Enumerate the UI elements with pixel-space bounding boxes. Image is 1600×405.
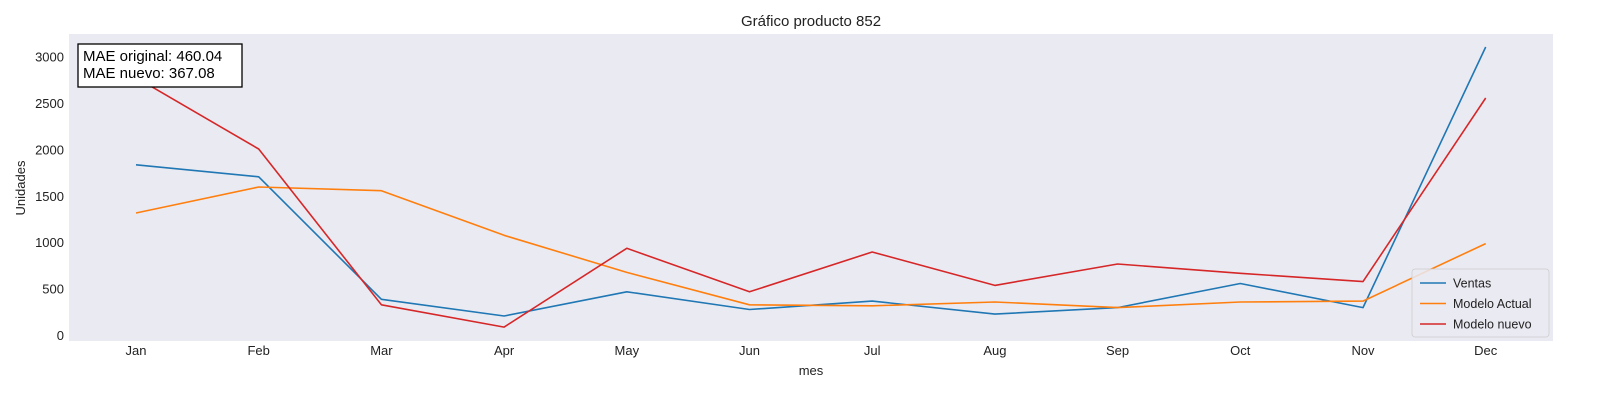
y-tick-label: 0 — [57, 328, 64, 343]
annotation-box-border — [77, 43, 243, 88]
y-tick-label: 2000 — [35, 142, 64, 157]
x-tick-label: Jun — [739, 343, 760, 358]
y-axis: 0 500 1000 1500 2000 2500 3000 — [35, 50, 64, 343]
x-tick-label: Sep — [1106, 343, 1129, 358]
series-line-modelo-actual — [135, 186, 1487, 309]
y-tick-label: 2500 — [35, 96, 64, 111]
chart-title: Gráfico producto 852 — [741, 13, 881, 30]
x-tick-label: Jul — [864, 343, 881, 358]
legend-frame — [1411, 268, 1550, 338]
annotation-mae-nuevo: MAE nuevo: 367.08 — [83, 65, 215, 82]
y-tick-label: 1000 — [35, 235, 64, 250]
y-tick-label: 3000 — [35, 50, 64, 65]
x-tick-label: Oct — [1230, 343, 1251, 358]
x-tick-label: Mar — [370, 343, 393, 358]
legend-label: Ventas — [1453, 277, 1491, 291]
annotation-mae-original: MAE original: 460.04 — [83, 48, 222, 65]
y-tick-label: 500 — [42, 282, 64, 297]
x-tick-label: Nov — [1351, 343, 1375, 358]
x-axis-label: mes — [799, 363, 824, 378]
x-tick-label: Dec — [1474, 343, 1498, 358]
mae-annotation: MAE original: 460.04 MAE nuevo: 367.08 — [77, 43, 243, 88]
x-tick-label: Feb — [247, 343, 269, 358]
x-tick-label: Aug — [983, 343, 1006, 358]
series-line-modelo-nuevo — [135, 76, 1487, 328]
x-axis: Jan Feb Mar Apr May Jun Jul Aug Sep Oct Nov Dec — [126, 343, 1498, 358]
y-tick-label: 1500 — [35, 189, 64, 204]
legend-label: Modelo nuevo — [1453, 318, 1532, 332]
plot-area — [69, 34, 1553, 341]
x-tick-label: Apr — [494, 343, 515, 358]
x-tick-label: Jan — [126, 343, 147, 358]
y-axis-label: Unidades — [13, 160, 28, 215]
legend: Ventas Modelo Actual Modelo nuevo — [1411, 268, 1550, 338]
legend-label: Modelo Actual — [1453, 297, 1532, 311]
x-tick-label: May — [615, 343, 640, 358]
series-lines — [135, 46, 1487, 328]
